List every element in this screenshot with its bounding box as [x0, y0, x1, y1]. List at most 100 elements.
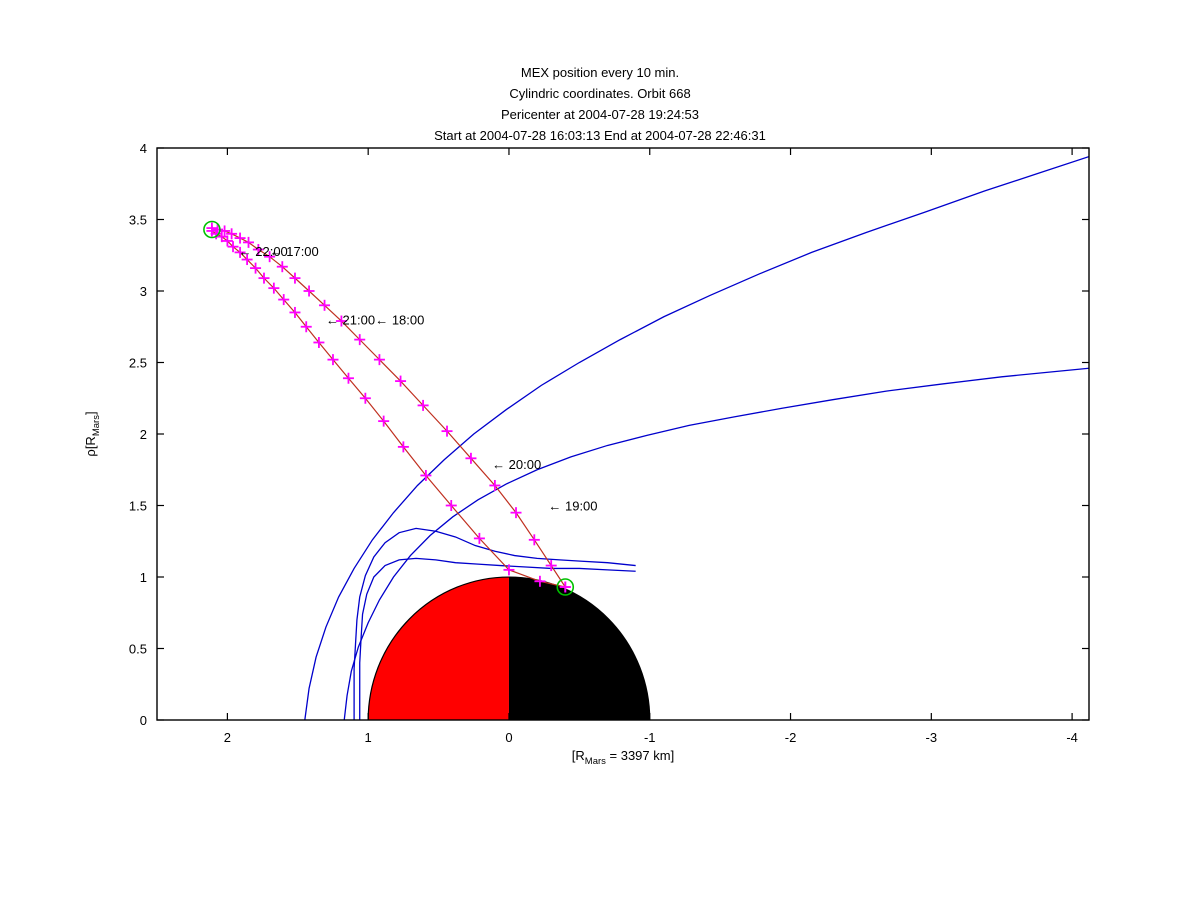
- orbit-sample-marker: [378, 415, 390, 427]
- magnetic-pileup-boundary: [343, 367, 1089, 720]
- title-line-1: MEX position every 10 min.: [521, 65, 679, 80]
- end-marker: [556, 578, 575, 596]
- orbit-sample-marker: [258, 272, 270, 284]
- x-tick-label: -4: [1066, 730, 1078, 745]
- mars-dayside: [368, 577, 509, 720]
- orbit-sample-marker: [241, 254, 253, 266]
- mars-nightside: [508, 577, 650, 720]
- orbit-sample-marker: [252, 244, 264, 256]
- orbit-sample-marker: [335, 315, 347, 327]
- x-tick-label: -2: [785, 730, 797, 745]
- time-annotation-4: ← 20:00: [492, 457, 541, 472]
- start-marker: [203, 220, 221, 239]
- svg-text:[RMars = 3397 km]: [RMars = 3397 km]: [572, 748, 674, 767]
- orbit-sample-marker: [473, 532, 485, 544]
- mars-disk: [367, 576, 651, 720]
- orbit-sample-marker: [289, 306, 301, 318]
- orbit-track-line-0: [211, 230, 566, 588]
- boundary-curves: [304, 155, 1089, 720]
- orbit-endpoints: [203, 220, 575, 596]
- x-tick-label: 1: [365, 730, 372, 745]
- orbit-sample-marker: [313, 336, 325, 348]
- orbit-sample-marker: [559, 581, 571, 593]
- x-axis-label-sub: Mars: [585, 756, 606, 767]
- orbit-sample-marker: [216, 231, 228, 243]
- orbit-sample-marker: [278, 294, 290, 306]
- orbit-sample-marker: [354, 334, 366, 346]
- orbit-sample-marker: [417, 399, 429, 411]
- y-tick-label: 2: [140, 427, 147, 442]
- orbit-sample-marker: [319, 299, 331, 311]
- y-tick-label: 4: [140, 141, 147, 156]
- y-axis-label-sub: Mars: [91, 415, 102, 436]
- orbit-sample-marker: [359, 392, 371, 404]
- plot-title: MEX position every 10 min. Cylindric coo…: [434, 65, 766, 143]
- orbit-sample-marker: [327, 354, 339, 366]
- x-tick-label: 2: [224, 730, 231, 745]
- x-tick-label: -1: [644, 730, 656, 745]
- title-line-4: Start at 2004-07-28 16:03:13 End at 2004…: [434, 128, 766, 143]
- axis-box: [156, 147, 1090, 721]
- orbit-sample-marker: [219, 225, 231, 237]
- x-axis-label: [RMars = 3397 km]: [572, 748, 674, 767]
- time-annotations: ← 22:00← 17:00 ← 21:00 ← 18:00 ← 20:00 ← 19:…: [239, 244, 598, 514]
- title-line-2: Cylindric coordinates. Orbit 668: [509, 86, 690, 101]
- orbit-sample-marker: [243, 236, 255, 248]
- orbit-sample-marker: [445, 500, 457, 511]
- y-tick-label: 1.5: [129, 499, 147, 514]
- orbit-sample-marker: [226, 228, 238, 240]
- orbit-sample-marker: [289, 272, 301, 284]
- orbit-sample-marker: [206, 222, 218, 234]
- orbit-sample-marker: [503, 564, 515, 576]
- orbit-sample-marker: [465, 452, 477, 464]
- orbit-sample-marker: [395, 375, 407, 387]
- y-tick-label: 0.5: [129, 642, 147, 657]
- y-tick-label: 0: [140, 713, 147, 728]
- ionopause-outer: [353, 527, 636, 720]
- orbit-sample-marker: [528, 534, 540, 546]
- orbit-sample-marker: [441, 425, 453, 437]
- orbit-sample-marker: [420, 469, 432, 481]
- orbit-sample-marker: [264, 251, 276, 263]
- orbit-sample-marker: [373, 354, 385, 366]
- x-tick-label: -3: [926, 730, 938, 745]
- orbit-sample-marker: [276, 261, 288, 273]
- orbit-sample-marker: [227, 241, 239, 253]
- axis-frame: 2 1 0 -1 -2 -3 -4 0 0.5 1 1.5 2 2.5 3 3.5 4: [129, 141, 1090, 745]
- y-tick-label: 3.5: [129, 213, 147, 228]
- orbit-sample-marker: [250, 262, 262, 274]
- orbit-sample-marker: [397, 441, 409, 453]
- orbit-sample-marker: [234, 232, 246, 244]
- orbit-sample-marker: [268, 282, 280, 294]
- time-annotation-3: ← 18:00: [375, 313, 424, 328]
- orbit-sample-marker: [300, 321, 312, 333]
- y-axis-label: ρ[RMars]: [83, 411, 102, 456]
- orbit-sample-marker: [303, 285, 315, 297]
- bow-shock: [304, 155, 1089, 720]
- x-axis-label-prefix: [R: [572, 748, 585, 763]
- time-annotation-5: ← 19:00: [548, 499, 597, 514]
- orbit-sample-marker: [221, 235, 233, 247]
- y-axis-label-prefix: ρ[R: [83, 436, 98, 456]
- y-tick-label: 1: [140, 570, 147, 585]
- orbit-sample-marker: [489, 479, 501, 491]
- time-annotation-1: ← 17:00: [270, 244, 319, 259]
- orbit-sample-marker: [534, 575, 546, 587]
- orbit-sample-marker: [234, 246, 246, 258]
- mars-limb: [367, 576, 651, 720]
- y-axis-label-suffix: ]: [83, 411, 98, 415]
- time-annotation-0: ← 22:00: [239, 244, 288, 259]
- x-tick-label: 0: [505, 730, 512, 745]
- orbit-sample-marker: [510, 507, 522, 519]
- y-tick-label: 3: [140, 284, 147, 299]
- orbit-tracks: [206, 222, 571, 593]
- y-tick-label: 2.5: [129, 356, 147, 371]
- orbit-sample-marker: [212, 224, 224, 236]
- title-line-3: Pericenter at 2004-07-28 19:24:53: [501, 107, 699, 122]
- x-axis-label-suffix: = 3397 km]: [606, 748, 674, 763]
- orbit-sample-marker: [545, 560, 557, 572]
- orbit-sample-marker: [342, 372, 354, 384]
- svg-text:ρ[RMars]: ρ[RMars]: [83, 411, 102, 456]
- time-annotation-2: ← 21:00: [326, 313, 375, 328]
